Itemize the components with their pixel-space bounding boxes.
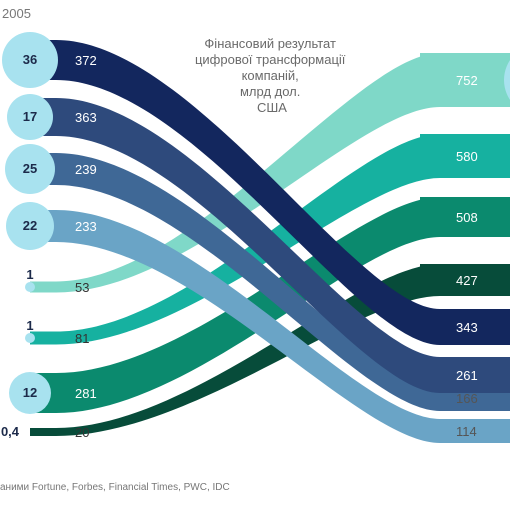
right-value-label: 580: [456, 149, 478, 164]
rank-circles: 36 17 25 22 1 1 12 0,4: [1, 32, 510, 439]
highlight-circle: [504, 60, 510, 100]
right-value-label: 508: [456, 210, 478, 225]
left-value-label: 233: [75, 219, 97, 234]
chart-title-line: млрд дол.: [240, 84, 300, 99]
rank-circle: [25, 333, 35, 343]
rank-label: 12: [23, 385, 37, 400]
left-value-label: 20: [75, 425, 89, 440]
right-value-label: 427: [456, 273, 478, 288]
rank-label: 25: [23, 161, 37, 176]
rank-circle: [5, 144, 55, 194]
chart-title-line: компаній,: [242, 68, 299, 83]
rank-circle: [25, 282, 35, 292]
right-value-label: 261: [456, 368, 478, 383]
left-value-label: 53: [75, 280, 89, 295]
flow-band: [30, 98, 510, 393]
chart-title-line: Фінансовий результат: [204, 36, 336, 51]
left-value-label: 281: [75, 386, 97, 401]
rank-label: 1: [26, 318, 33, 333]
rank-circle: [2, 32, 58, 88]
left-value-label: 363: [75, 110, 97, 125]
rank-circle: [9, 372, 51, 414]
flow-band: [30, 197, 510, 413]
rank-label: 0,4: [1, 424, 20, 439]
rank-label: 1: [26, 267, 33, 282]
value-labels: 372 343 363 261 239 166 233 114 53 752 81 580 281 508…: [75, 53, 478, 440]
rank-circle: [7, 94, 53, 140]
chart-title-line: США: [257, 100, 287, 115]
left-value-label: 372: [75, 53, 97, 68]
left-value-label: 81: [75, 331, 89, 346]
flow-band-end: [420, 197, 510, 237]
flow-band: [30, 153, 510, 411]
flow-band-end: [420, 53, 510, 107]
chart-title: Фінансовий результат цифрової трансформа…: [195, 36, 349, 115]
right-value-label: 114: [456, 424, 477, 439]
right-value-label: 752: [456, 73, 478, 88]
rank-label: 17: [23, 109, 37, 124]
right-value-label: 166: [456, 391, 478, 406]
left-value-label: 239: [75, 162, 97, 177]
rank-circle: [6, 202, 54, 250]
flow-band-end: [420, 134, 510, 178]
rank-label: 22: [23, 218, 37, 233]
chart-title-line: цифрової трансформації: [195, 52, 346, 67]
rank-label: 36: [23, 52, 37, 67]
right-value-label: 343: [456, 320, 478, 335]
flow-band: [30, 40, 510, 345]
flow-band: [30, 210, 510, 443]
flow-bands: [30, 40, 510, 443]
flow-band-end: [420, 264, 510, 296]
flow-band: [30, 53, 510, 293]
year-label: 2005: [2, 6, 31, 21]
source-note: аними Fortune, Forbes, Financial Times, …: [0, 482, 230, 493]
